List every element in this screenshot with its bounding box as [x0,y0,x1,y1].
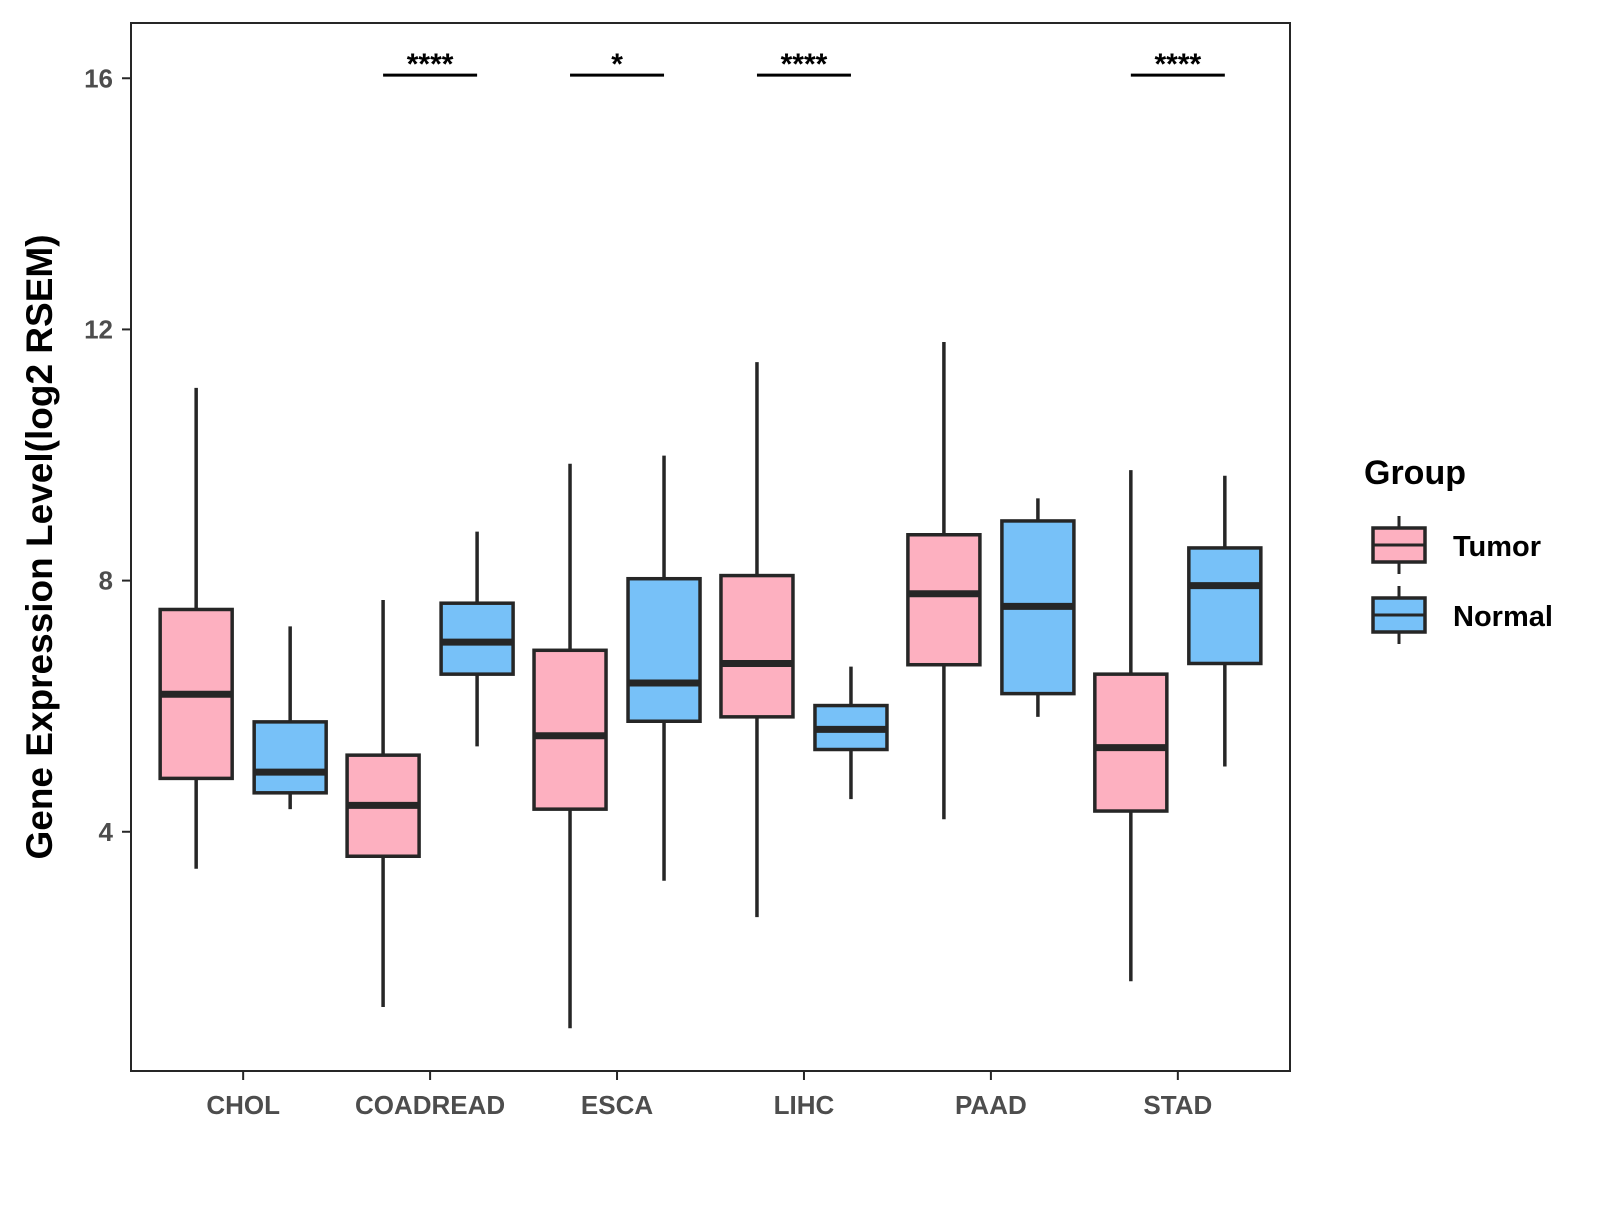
box-normal-esca [626,576,702,723]
box-normal-chol [252,720,328,795]
box-tumor-lihc [719,573,795,719]
significance-label-coadread: **** [407,48,454,81]
x-tick-label-lihc: LIHC [774,1090,835,1120]
legend-label-normal: Normal [1453,601,1553,633]
x-tick-label-esca: ESCA [581,1090,653,1120]
x-tick-label-chol: CHOL [206,1090,280,1120]
y-tick-label: 4 [99,817,114,847]
box-tumor-stad [1093,672,1169,813]
legend-label-tumor: Tumor [1453,531,1541,563]
box-tumor-esca [532,648,608,811]
y-axis-title: Gene Expression Level(log2 RSEM) [19,234,60,859]
x-tick-label-paad: PAAD [955,1090,1027,1120]
x-tick-label-stad: STAD [1143,1090,1212,1120]
y-tick-label: 8 [99,566,113,596]
legend-title: Group [1364,454,1466,492]
box-tumor-paad [906,533,982,667]
plot-panel [130,22,1291,1072]
significance-label-stad: **** [1154,48,1201,81]
significance-label-lihc: **** [781,48,828,81]
x-tick-label-coadread: COADREAD [355,1090,505,1120]
y-tick-label: 16 [84,63,113,93]
box-normal-stad [1187,546,1263,666]
significance-label-esca: * [611,48,623,81]
y-tick-label: 12 [84,314,113,344]
